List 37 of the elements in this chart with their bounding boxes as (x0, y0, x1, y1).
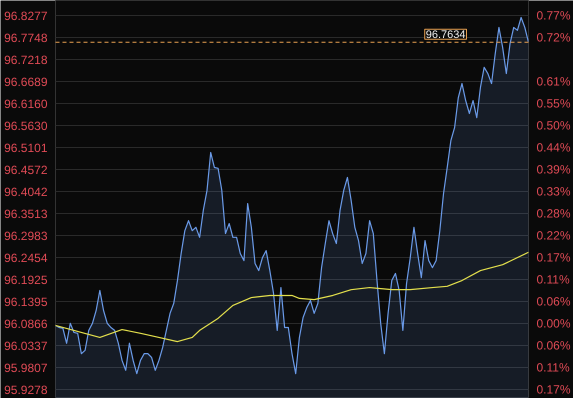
y-tick-label: 96.8277 (4, 9, 48, 23)
y2-tick-label: 0.50% (536, 118, 571, 132)
y-tick-label: 96.0866 (4, 316, 48, 331)
y-tick-label: 96.1395 (4, 295, 48, 310)
y-tick-label: 95.9278 (4, 382, 48, 397)
y-tick-label: 95.9807 (4, 361, 48, 375)
y-tick-label: 96.5630 (4, 119, 48, 134)
ref-line-label: 96.7634 (426, 29, 466, 42)
y-tick-label: 96.6689 (4, 74, 48, 89)
y-tick-label: 96.2454 (4, 250, 48, 265)
y-tick-label: 96.6160 (4, 96, 48, 111)
y-tick-label: 96.2983 (4, 229, 48, 244)
y2-tick-label: 0.17% (536, 382, 571, 397)
y2-tick-label: 0.06% (536, 338, 571, 353)
y-tick-label: 96.4042 (4, 185, 48, 199)
y2-tick-label: 0.77% (536, 8, 571, 22)
y-tick-label: 96.5101 (4, 140, 48, 155)
y2-tick-label: 0.00% (536, 316, 571, 330)
y2-tick-label: 0.61% (536, 74, 571, 88)
y2-tick-label: 0.17% (536, 250, 571, 264)
y2-tick-label: 0.22% (536, 228, 571, 242)
y2-tick-label: 0.55% (536, 96, 571, 110)
y2-tick-label: 0.33% (536, 184, 571, 199)
y2-tick-label: 0.44% (536, 140, 571, 155)
y2-tick-label: 0.11% (536, 360, 570, 375)
y2-tick-label: 0.39% (536, 162, 571, 177)
y2-tick-label: 0.28% (536, 206, 571, 221)
y-tick-label: 96.1925 (4, 272, 48, 287)
y-tick-label: 96.0337 (4, 338, 48, 353)
y-tick-label: 96.7748 (4, 30, 48, 45)
y2-tick-label: 0.72% (536, 30, 571, 44)
y-tick-label: 96.7218 (4, 53, 48, 68)
line-series (56, 252, 528, 342)
y2-tick-label: 0.06% (536, 294, 571, 308)
y-tick-label: 96.4572 (4, 162, 48, 177)
y2-tick-label: 0.11% (536, 272, 570, 286)
y-tick-label: 96.3513 (4, 206, 48, 221)
